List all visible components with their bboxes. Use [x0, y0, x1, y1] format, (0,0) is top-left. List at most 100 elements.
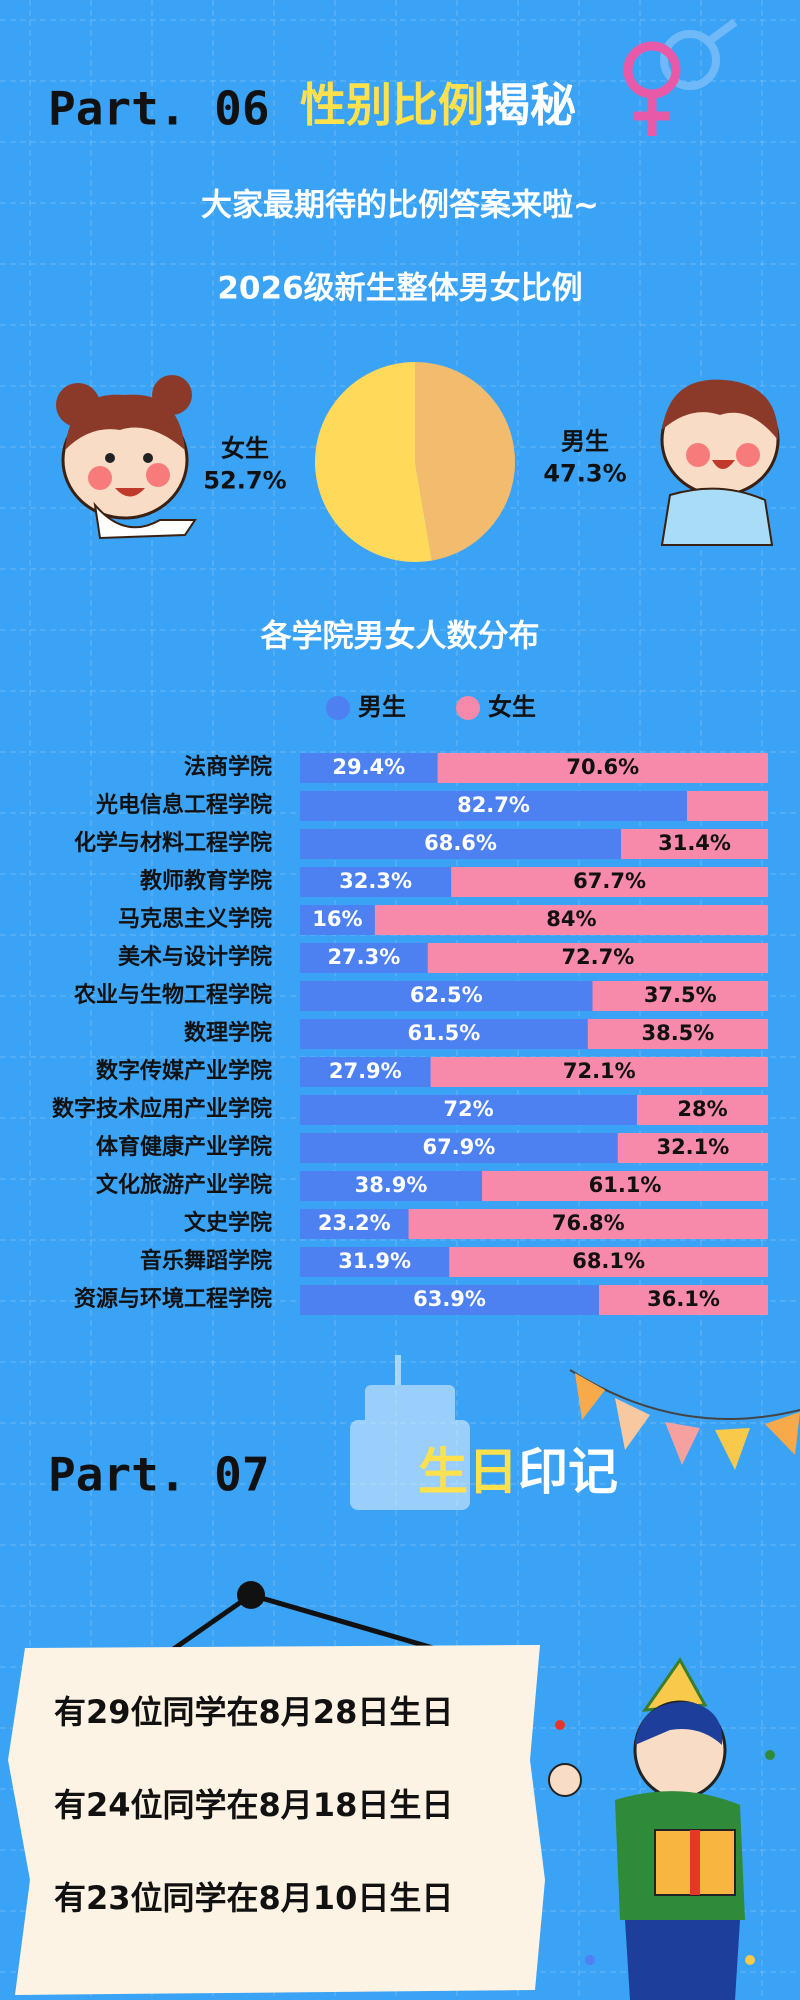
- title-highlight: 性别比例: [300, 78, 484, 132]
- bar-segment: [427, 943, 768, 973]
- bar-segment: [636, 1095, 768, 1125]
- boy-illustration: [660, 379, 780, 546]
- bar-segment: [437, 753, 768, 783]
- category-label: 文化旅游产业学院: [96, 1172, 272, 1198]
- bar-segment: [687, 791, 768, 821]
- pie-title: 2026级新生整体男女比例: [217, 271, 582, 307]
- bar-value-label: 28%: [677, 1097, 727, 1121]
- category-label: 数理学院: [184, 1020, 272, 1046]
- bar-value-label: 27.9%: [329, 1059, 402, 1083]
- title-rest: 揭秘: [484, 78, 576, 132]
- bar-segment: [300, 791, 688, 821]
- bar-segment: [621, 829, 768, 859]
- bar-segment: [300, 829, 622, 859]
- bar-segment: [599, 1285, 768, 1315]
- bar-segment: [300, 753, 438, 783]
- gender-icons: [623, 18, 738, 136]
- birthday-list: 有29位同学在8月28日生日有24位同学在8月18日生日有23位同学在8月10日…: [54, 1693, 453, 1917]
- bar-segment: [300, 905, 375, 935]
- pie-slice: [314, 362, 432, 563]
- bar-value-label: 68.6%: [424, 831, 497, 855]
- bar-segment: [300, 1209, 409, 1239]
- bar-segment: [587, 1019, 768, 1049]
- bar-value-label: 68.1%: [572, 1249, 645, 1273]
- bar-segment: [300, 1095, 637, 1125]
- legend-label: 女生: [488, 693, 536, 721]
- title-highlight: 生日: [418, 1443, 518, 1501]
- bunting: [569, 1369, 800, 1470]
- bar-value-label: 31.4%: [658, 831, 731, 855]
- title-rest: 印记: [518, 1443, 618, 1501]
- category-label: 数字传媒产业学院: [96, 1058, 272, 1084]
- category-label: 文史学院: [184, 1210, 272, 1236]
- pie-chart: 男生 47.3% 女生 52.7%: [203, 362, 627, 563]
- bar-segment: [449, 1247, 768, 1277]
- bar-segment: [617, 1133, 768, 1163]
- bar-segment: [374, 905, 768, 935]
- category-label: 数字技术应用产业学院: [52, 1096, 272, 1122]
- bar-segment: [430, 1057, 768, 1087]
- bar-value-label: 76.8%: [552, 1211, 625, 1235]
- bar-value-label: 38.5%: [641, 1021, 714, 1045]
- bar-segment: [300, 943, 428, 973]
- part-label: Part. 06: [48, 82, 270, 136]
- bar-value-label: 70.6%: [566, 755, 639, 779]
- bar-value-label: 32.1%: [656, 1135, 729, 1159]
- bar-value-label: 67.7%: [573, 869, 646, 893]
- bar-value-label: 67.9%: [422, 1135, 495, 1159]
- party-boy-illustration: [548, 1657, 775, 2000]
- category-label: 体育健康产业学院: [96, 1134, 272, 1160]
- legend-swatch: [326, 696, 350, 720]
- birthday-item: 有29位同学在8月28日生日: [54, 1693, 453, 1731]
- pie-category-label: 男生: [561, 428, 609, 456]
- pie-value-label: 47.3%: [543, 460, 626, 488]
- bar-value-label: 61.5%: [407, 1021, 480, 1045]
- bar-value-label: 72.7%: [561, 945, 634, 969]
- bar-segment: [300, 1133, 618, 1163]
- bar-segment: [451, 867, 768, 897]
- bar-segment: [300, 1247, 450, 1277]
- bar-value-label: 63.9%: [413, 1287, 486, 1311]
- subtitle: 大家最期待的比例答案来啦~: [201, 188, 599, 224]
- bar-value-label: 72%: [443, 1097, 493, 1121]
- part-label: Part. 07: [48, 1448, 270, 1502]
- girl-illustration: [56, 375, 197, 540]
- category-label: 农业与生物工程学院: [73, 982, 272, 1008]
- bar-segment: [300, 867, 452, 897]
- pie-slice: [415, 362, 515, 561]
- bar-segment: [300, 1019, 588, 1049]
- category-label: 马克思主义学院: [118, 906, 272, 932]
- bar-value-label: 29.4%: [332, 755, 405, 779]
- legend-label: 男生: [358, 693, 406, 721]
- category-label: 光电信息工程学院: [95, 792, 272, 818]
- bar-value-label: 31.9%: [338, 1249, 411, 1273]
- bar-value-label: 27.3%: [327, 945, 400, 969]
- bar-value-label: 16%: [312, 907, 362, 931]
- bar-segment: [592, 981, 768, 1011]
- birthday-item: 有24位同学在8月18日生日: [54, 1786, 453, 1824]
- bar-value-label: 82.7%: [457, 793, 530, 817]
- category-label: 教师教育学院: [140, 868, 272, 894]
- bar-segment: [482, 1171, 768, 1201]
- bar-segment: [408, 1209, 768, 1239]
- bar-segment: [300, 1057, 431, 1087]
- category-label: 化学与材料工程学院: [74, 830, 272, 856]
- bar-value-label: 36.1%: [647, 1287, 720, 1311]
- bar-segment: [300, 1285, 600, 1315]
- bar-value-label: 37.5%: [644, 983, 717, 1007]
- section-title: 生日印记: [418, 1443, 618, 1501]
- legend-swatch: [456, 696, 480, 720]
- bar-value-label: 61.1%: [589, 1173, 662, 1197]
- bar-value-label: 62.5%: [410, 983, 483, 1007]
- note-card: [8, 1581, 545, 1995]
- category-label: 资源与环境工程学院: [74, 1286, 272, 1312]
- bar-segment: [300, 981, 593, 1011]
- section-title: 性别比例揭秘: [300, 78, 576, 132]
- category-label: 法商学院: [184, 754, 272, 780]
- bar-value-label: 72.1%: [563, 1059, 636, 1083]
- category-label: 美术与设计学院: [118, 944, 272, 970]
- cake-illustration: [350, 1355, 470, 1510]
- bar-value-label: 38.9%: [355, 1173, 428, 1197]
